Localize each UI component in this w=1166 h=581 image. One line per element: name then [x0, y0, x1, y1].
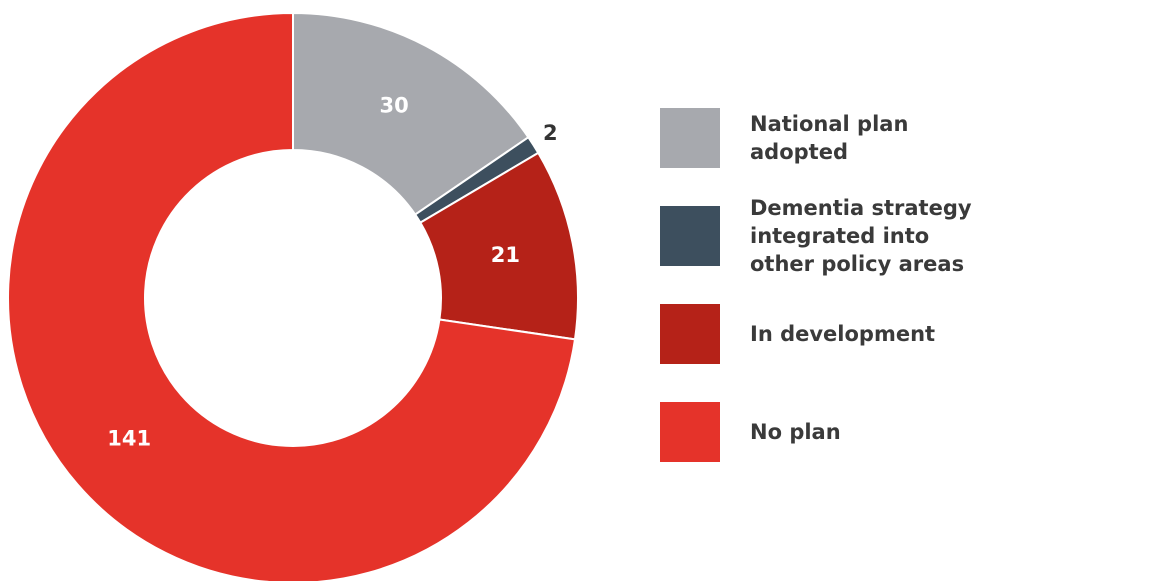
legend-swatch: [660, 304, 720, 364]
legend-label: In development: [750, 322, 936, 346]
legend-label: No plan: [750, 420, 841, 444]
value-label: 141: [107, 427, 151, 451]
legend-swatch: [660, 206, 720, 266]
legend-item: No plan: [660, 402, 990, 462]
legend-label: Dementia strategy integrated into other …: [750, 196, 972, 276]
slice: [6, 11, 577, 581]
legend-label: National plan adopted: [750, 112, 909, 164]
legend-item: Dementia strategy integrated into other …: [660, 196, 990, 276]
slice: [292, 11, 530, 216]
donut-chart: 30 2 21 141: [6, 11, 579, 581]
legend-item: National plan adopted: [660, 108, 990, 168]
legend-item: In development: [660, 304, 990, 364]
value-label: 2: [543, 121, 558, 145]
value-label: 21: [491, 243, 520, 267]
value-label: 30: [379, 94, 408, 118]
legend-swatch: [660, 402, 720, 462]
legend-swatch: [660, 108, 720, 168]
